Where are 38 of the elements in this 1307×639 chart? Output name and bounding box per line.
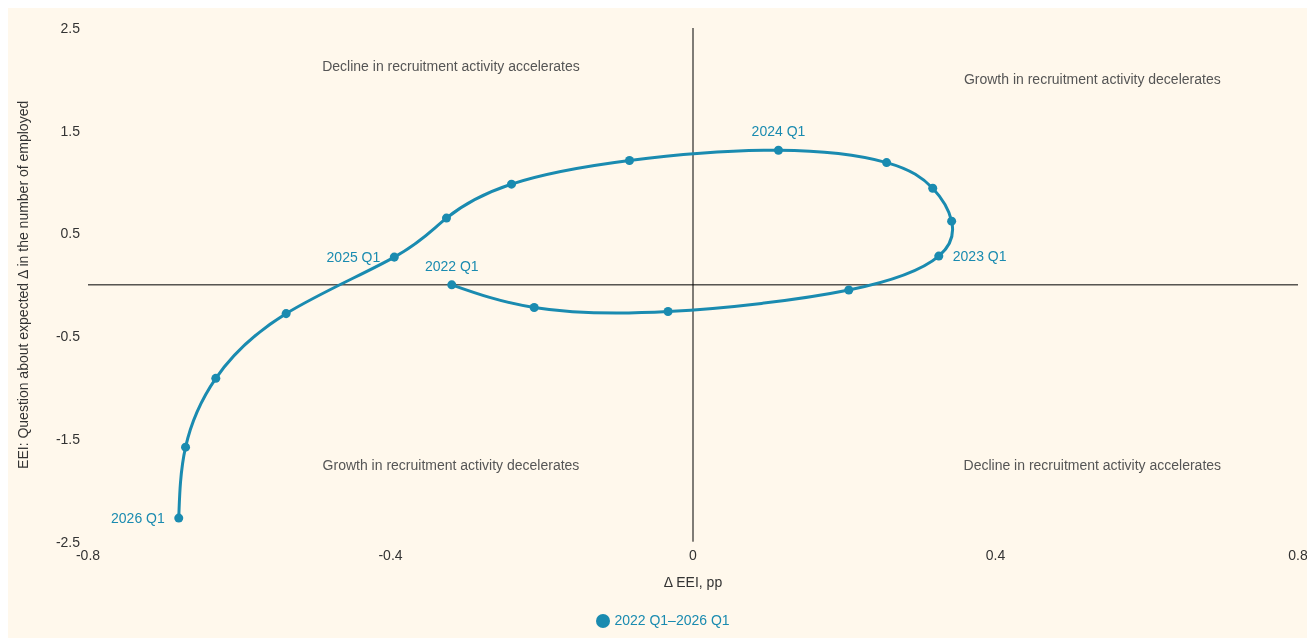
annotation: Growth in recruitment activity decelerates [322,456,580,473]
point [844,285,854,295]
y-axis-title: EEI: Question about expected Δ in the number of employed [14,100,31,469]
annotation: Decline in recruitment activity accelerates [963,456,1222,473]
y-tick-label: -1.5 [55,430,81,447]
point [281,309,291,319]
annotation: 2025 Q1 [326,249,381,266]
point [211,373,221,383]
point [506,179,517,189]
y-tick-label: 0.5 [60,225,81,242]
y-tick-label: 2.5 [60,19,81,36]
legend-label: 2022 Q1–2026 Q1 [614,611,730,628]
x-tick-label: 0.4 [985,546,1006,563]
annotation: Growth in recruitment activity decelerates [963,71,1221,88]
x-tick-label: 0 [689,546,698,563]
point [389,252,399,262]
annotation: 2022 Q1 [424,257,479,274]
y-tick-label: -0.5 [55,328,81,345]
point [934,251,944,261]
annotation: 2023 Q1 [952,248,1007,265]
x-axis-title: Δ EEI, pp [663,573,723,590]
point [947,216,957,226]
point [773,145,783,155]
annotation: 2026 Q1 [111,510,165,527]
point [624,156,634,166]
x-tick-label: -0.4 [378,546,403,563]
point [447,280,457,290]
point [529,302,539,312]
point [174,513,184,523]
point [928,183,938,193]
point [441,213,451,223]
x-tick-label: 0.8 [1288,546,1307,563]
point [181,442,191,452]
point [663,307,673,317]
point [882,158,892,168]
annotation: Decline in recruitment activity accelerates [322,58,580,75]
annotation: 2024 Q1 [751,123,806,140]
y-tick-label: 1.5 [60,122,81,139]
